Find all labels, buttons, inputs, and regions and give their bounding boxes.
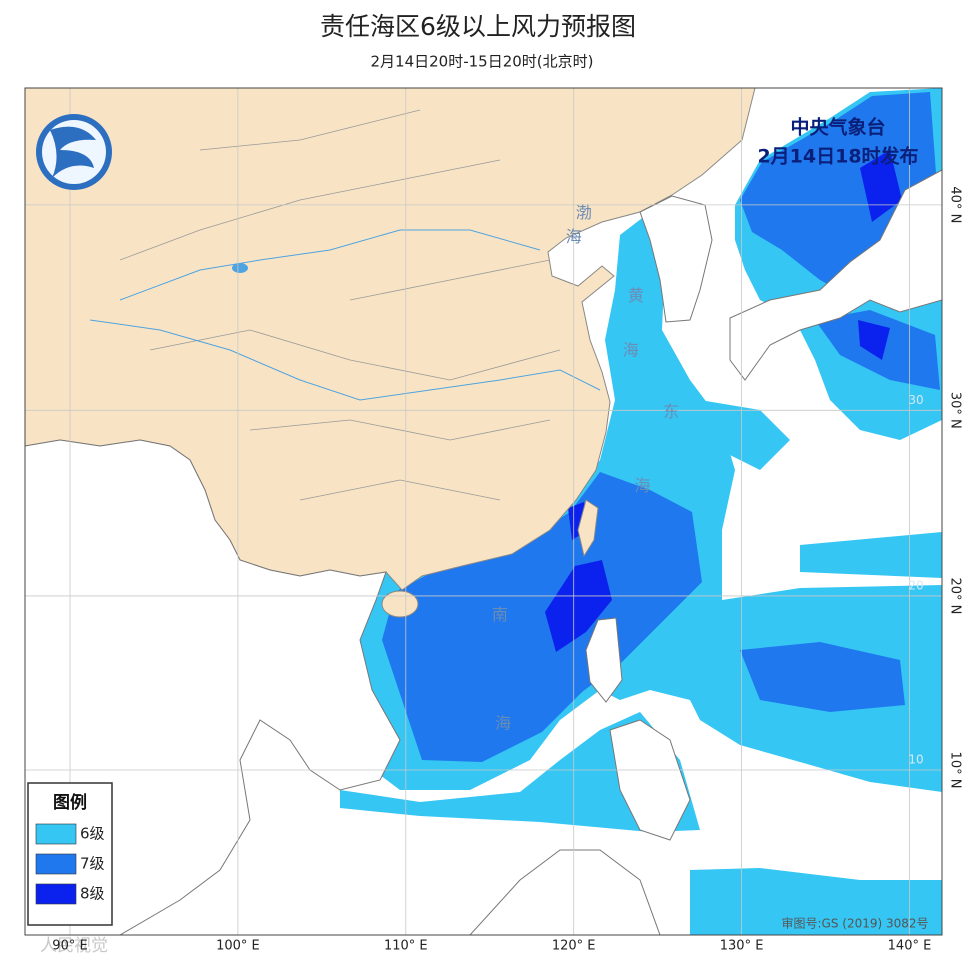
hainan <box>381 590 419 618</box>
mindanao <box>609 719 691 841</box>
sea-label: 渤 <box>576 203 592 222</box>
korea <box>639 195 713 323</box>
japan <box>729 169 942 381</box>
lon-label: 130° E <box>720 939 764 954</box>
taiwan <box>577 499 599 558</box>
lon-label: 100° E <box>216 939 260 954</box>
lon-label: 90° E <box>52 939 87 954</box>
legend-label: 6级 <box>80 825 105 843</box>
province-borders <box>119 109 561 501</box>
approval-number: 审图号:GS (2019) 3082号 <box>781 916 928 931</box>
watermark: 人民视觉 <box>40 936 108 956</box>
lon-label: 110° E <box>384 939 428 954</box>
logo <box>36 114 112 190</box>
lon-label: 120° E <box>552 939 596 954</box>
sea-label: 海 <box>623 341 639 360</box>
legend-title: 图例 <box>53 792 87 813</box>
lat-label: 40° N <box>948 186 963 223</box>
lake <box>232 263 248 273</box>
lat-label: 30° N <box>948 392 963 429</box>
sea-label: 海 <box>495 713 511 732</box>
sea-label: 东 <box>663 402 679 421</box>
lat-label: 20° N <box>948 577 963 614</box>
legend-label: 8级 <box>80 885 105 903</box>
rivers <box>89 229 601 401</box>
legend-swatch <box>35 883 77 905</box>
lon-label: 140° E <box>888 939 932 954</box>
southeast-asia <box>25 439 401 935</box>
lat-label: 10° N <box>948 752 963 789</box>
issue-time: 2月14日18时发布 <box>757 145 918 168</box>
borneo <box>469 849 661 935</box>
legend-label: 7级 <box>80 855 105 873</box>
luzon <box>585 617 623 703</box>
legend-swatch <box>35 853 77 875</box>
legend: 图例 6级 7级 8级 <box>27 782 113 926</box>
sea-label: 黄 <box>628 286 644 305</box>
title: 责任海区6级以上风力预报图 <box>320 12 636 41</box>
legend-swatch <box>35 823 77 845</box>
sea-label: 南 <box>492 605 508 624</box>
inner-lat-label: 10 <box>908 753 923 767</box>
agency: 中央气象台 <box>790 116 885 139</box>
map-frame <box>24 87 943 936</box>
inner-lat-label: 20 <box>908 578 923 592</box>
subtitle: 2月14日20时-15日20时(北京时) <box>370 53 593 71</box>
inner-lat-label: 30 <box>908 393 923 407</box>
sea-label: 海 <box>566 227 582 246</box>
sea-label: 海 <box>635 476 651 495</box>
